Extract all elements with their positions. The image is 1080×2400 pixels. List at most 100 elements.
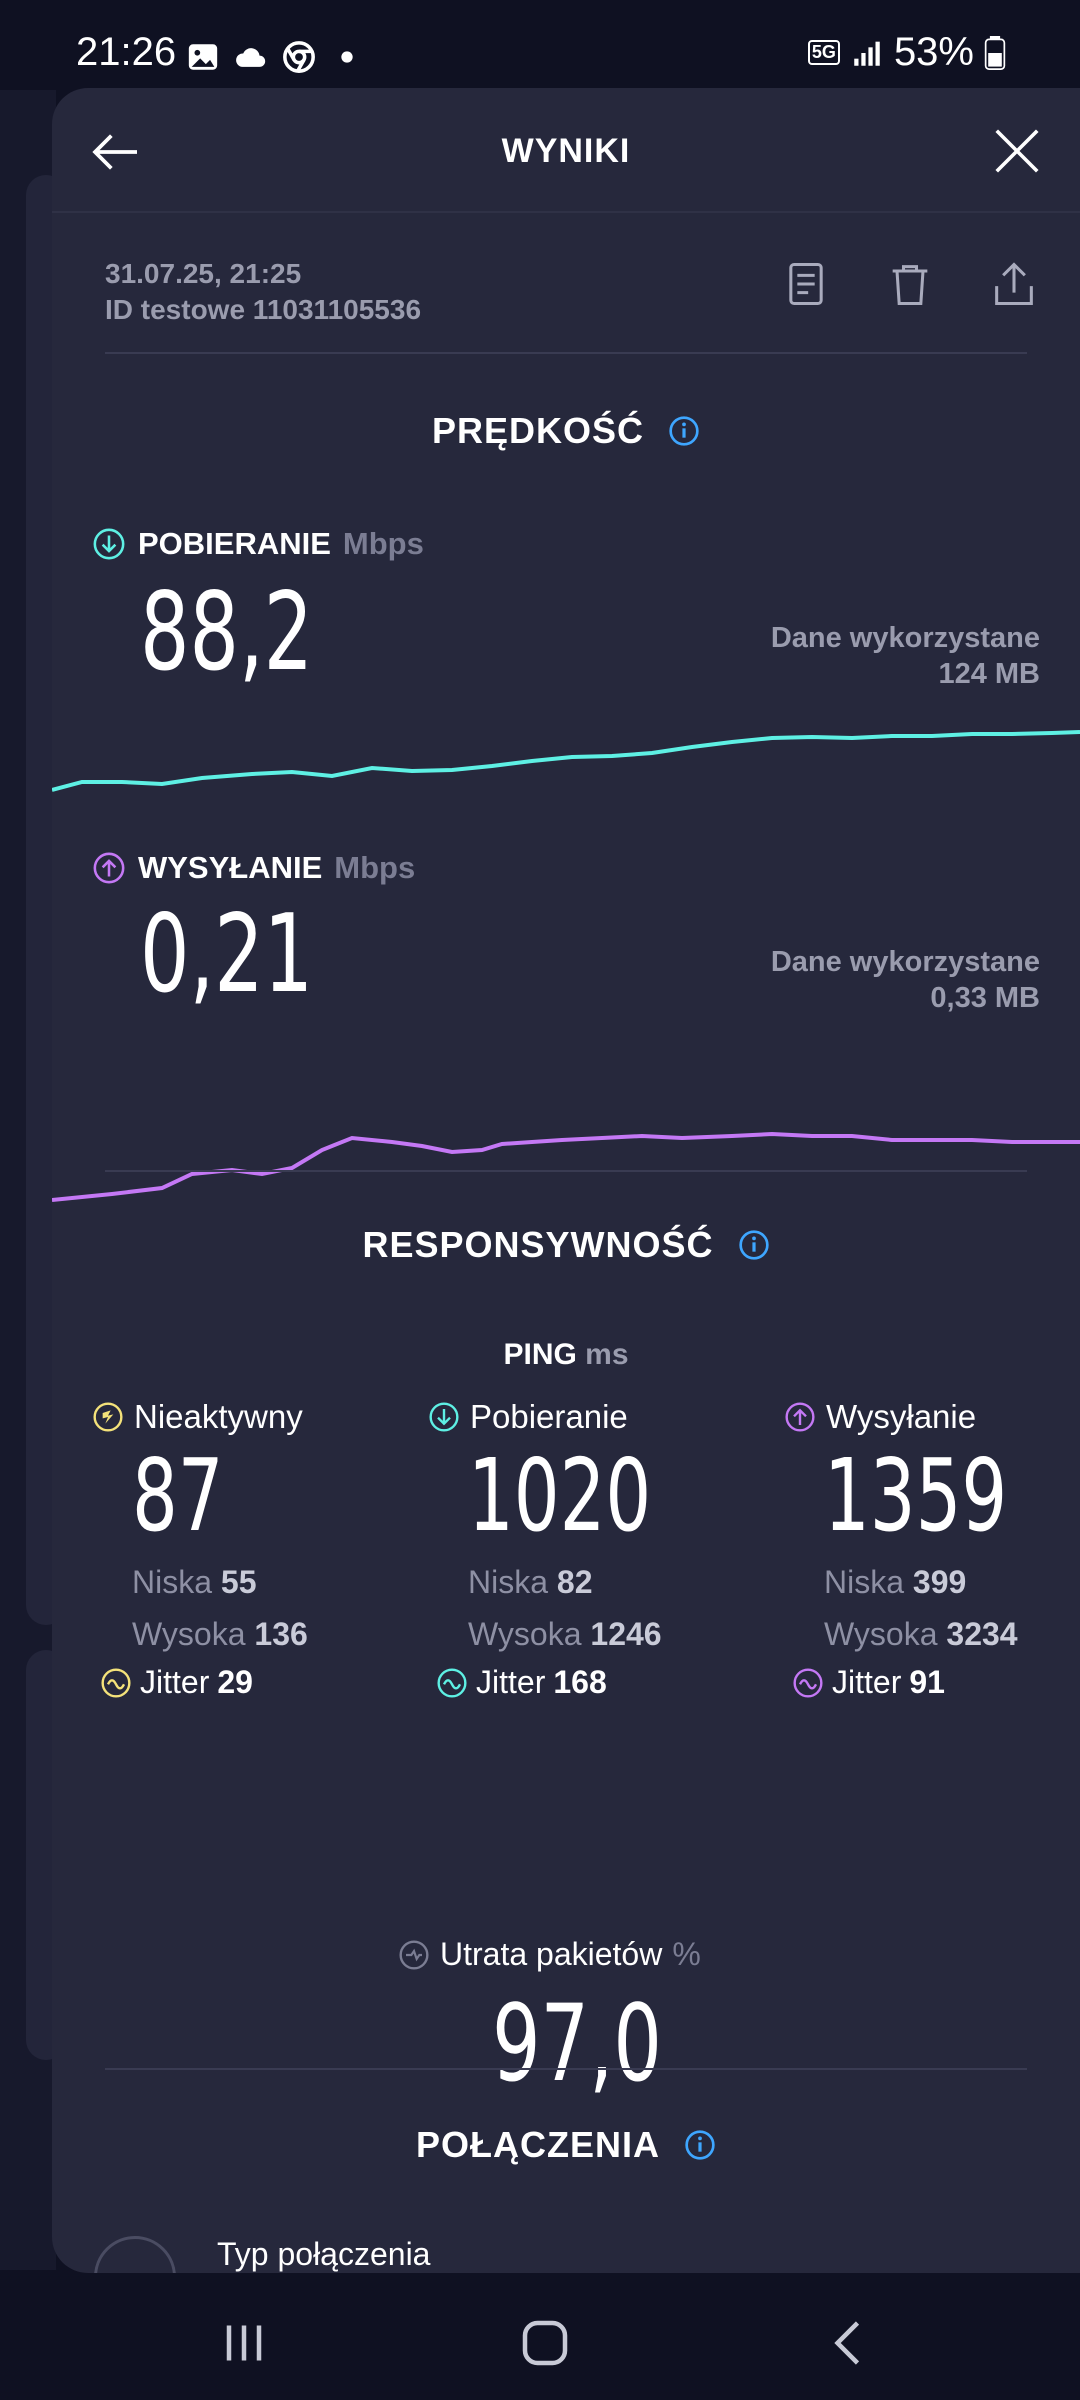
jitter-value: 29	[217, 1664, 253, 1700]
jitter-label: Jitter	[140, 1664, 210, 1700]
ping-upload-low: Niska 399	[824, 1556, 1079, 1608]
ping-upload: Wysyłanie 1359 Niska 399 Wysoka 3234 Jit…	[784, 1398, 1079, 1701]
ping-upload-head: Wysyłanie	[784, 1398, 1079, 1436]
status-right: 5G 53%	[807, 30, 1006, 75]
connection-type-label: Typ połączenia	[217, 2236, 431, 2272]
high-label: Wysoka	[824, 1616, 938, 1652]
jitter-label: Jitter	[476, 1664, 546, 1700]
result-actions	[780, 258, 1040, 310]
ping-idle-head: Nieaktywny	[92, 1398, 308, 1436]
jitter-value: 168	[553, 1664, 607, 1700]
network-5g-icon: 5G	[807, 40, 840, 65]
test-id: ID testowe 11031105536	[105, 294, 422, 325]
divider	[105, 1170, 1027, 1172]
test-datetime: 31.07.25, 21:25	[105, 258, 302, 289]
battery-icon	[984, 35, 1006, 70]
download-graph-line	[52, 730, 1080, 792]
ping-label: PING	[503, 1338, 577, 1371]
ping-idle-low: Niska 55	[132, 1556, 308, 1608]
download-title: POBIERANIE	[138, 526, 331, 561]
upload-data-used-label: Dane wykorzystane	[770, 946, 1040, 978]
packet-loss-icon	[399, 1939, 429, 1970]
download-arrow-icon	[429, 1402, 459, 1432]
high-value: 136	[254, 1616, 308, 1652]
low-value: 399	[912, 1564, 967, 1600]
high-value: 1246	[590, 1616, 662, 1652]
divider	[105, 352, 1027, 354]
connections-section-title: POŁĄCZENIA	[52, 2124, 1080, 2166]
connections-title: POŁĄCZENIA	[416, 2124, 660, 2165]
low-label: Niska	[468, 1564, 549, 1600]
close-icon[interactable]	[990, 124, 1044, 178]
battery-percent: 53%	[893, 30, 974, 74]
ping-download-jitter: Jitter 168	[436, 1664, 723, 1701]
upload-data-used: Dane wykorzystane 0,33 MB	[771, 944, 1040, 1016]
recent-apps-icon[interactable]	[214, 2313, 274, 2373]
jitter-icon	[101, 1667, 131, 1698]
ping-download-low: Niska 82	[468, 1556, 723, 1608]
low-label: Niska	[132, 1564, 213, 1600]
jitter-value: 91	[909, 1664, 945, 1700]
packet-loss-label: Utrata pakietów	[440, 1936, 663, 1972]
high-label: Wysoka	[468, 1616, 582, 1652]
responsiveness-title: RESPONSYWNOŚĆ	[362, 1224, 714, 1265]
info-icon[interactable]	[738, 1229, 770, 1261]
download-data-used-value: 124 MB	[938, 658, 1040, 690]
low-value: 55	[220, 1564, 257, 1600]
jitter-icon	[437, 1667, 467, 1698]
ping-idle-label: Nieaktywny	[134, 1398, 303, 1435]
signal-icon	[854, 41, 880, 66]
status-bar: 21:26 5G 53%	[0, 0, 1080, 90]
ping-title: PING ms	[52, 1338, 1080, 1372]
gallery-icon	[188, 44, 218, 70]
packet-loss: Utrata pakietów % 97,0	[398, 1936, 701, 2105]
share-icon[interactable]	[988, 258, 1040, 310]
ping-idle: Nieaktywny 87 Niska 55 Wysoka 136 Jitter…	[92, 1398, 308, 1701]
page-title: WYNIKI	[501, 132, 631, 170]
packet-loss-unit: %	[672, 1936, 701, 1972]
jitter-label: Jitter	[832, 1664, 902, 1700]
low-label: Niska	[824, 1564, 905, 1600]
download-arrow-icon	[93, 528, 125, 560]
info-icon[interactable]	[684, 2129, 716, 2161]
jitter-icon	[793, 1667, 823, 1698]
ping-download-value: 1020	[468, 1437, 652, 1554]
download-data-used-label: Dane wykorzystane	[770, 622, 1040, 654]
ping-download-high: Wysoka 1246	[468, 1608, 723, 1660]
low-value: 82	[556, 1564, 593, 1600]
upload-label: WYSYŁANIE Mbps	[92, 850, 415, 886]
high-label: Wysoka	[132, 1616, 246, 1652]
dot-icon	[341, 51, 353, 63]
responsiveness-section-title: RESPONSYWNOŚĆ	[52, 1224, 1080, 1266]
upload-unit: Mbps	[334, 850, 416, 885]
upload-data-used-value: 0,33 MB	[930, 982, 1040, 1014]
ping-upload-label: Wysyłanie	[826, 1398, 977, 1435]
notification-icons	[186, 40, 364, 74]
speed-title: PRĘDKOŚĆ	[431, 410, 645, 451]
ping-idle-high: Wysoka 136	[132, 1608, 308, 1660]
download-unit: Mbps	[342, 526, 424, 561]
report-icon[interactable]	[780, 258, 832, 310]
ping-upload-high: Wysoka 3234	[824, 1608, 1079, 1660]
test-meta: 31.07.25, 21:25 ID testowe 11031105536	[105, 256, 421, 328]
info-icon[interactable]	[668, 415, 700, 447]
download-speed-graph	[52, 730, 1080, 792]
connection-type-icon	[94, 2236, 176, 2273]
upload-arrow-icon	[93, 852, 125, 884]
download-data-used: Dane wykorzystane 124 MB	[771, 620, 1040, 692]
ping-download: Pobieranie 1020 Niska 82 Wysoka 1246 Jit…	[428, 1398, 723, 1701]
home-icon[interactable]	[515, 2313, 575, 2373]
trash-icon[interactable]	[884, 258, 936, 310]
packet-loss-value: 97,0	[492, 1982, 662, 2105]
chrome-icon	[283, 41, 315, 73]
upload-arrow-icon	[785, 1402, 815, 1432]
ping-download-head: Pobieranie	[428, 1398, 723, 1436]
speed-section-title: PRĘDKOŚĆ	[52, 410, 1080, 452]
ping-idle-value: 87	[132, 1437, 224, 1554]
back-arrow-icon[interactable]	[88, 124, 144, 180]
upload-graph-line	[52, 1131, 1080, 1202]
back-icon[interactable]	[820, 2313, 880, 2373]
high-value: 3234	[946, 1616, 1018, 1652]
cloud-icon	[236, 48, 266, 67]
upload-speed-graph	[52, 1131, 1080, 1202]
